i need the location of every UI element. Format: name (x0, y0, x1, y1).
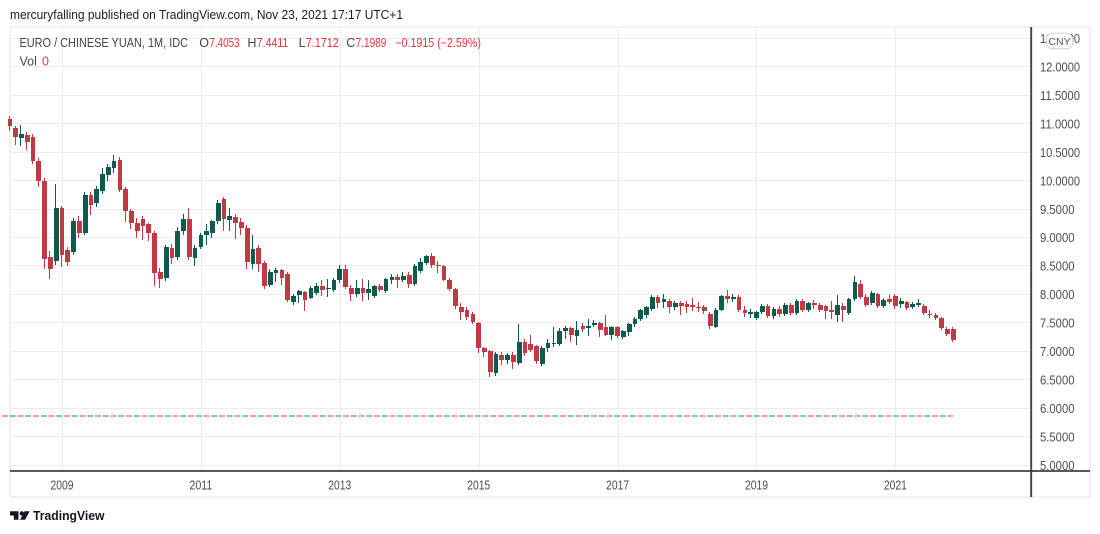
svg-text:11.5000: 11.5000 (1040, 89, 1080, 103)
svg-text:2021: 2021 (884, 479, 907, 493)
svg-text:8.0000: 8.0000 (1040, 288, 1075, 302)
svg-text:8.5000: 8.5000 (1040, 260, 1075, 274)
svg-text:5.5000: 5.5000 (1040, 430, 1075, 444)
svg-text:7.4053: 7.4053 (210, 36, 240, 50)
svg-text:2019: 2019 (745, 479, 768, 493)
svg-text:2015: 2015 (467, 479, 490, 493)
svg-text:H: H (247, 36, 256, 50)
svg-text:9.5000: 9.5000 (1040, 203, 1075, 217)
svg-text:0: 0 (42, 55, 49, 69)
svg-text:12.0000: 12.0000 (1040, 61, 1080, 75)
svg-text:10.5000: 10.5000 (1040, 146, 1080, 160)
svg-text:2013: 2013 (328, 479, 351, 493)
svg-text:−0.1915 (−2.59%): −0.1915 (−2.59%) (395, 36, 481, 50)
svg-text:7.5000: 7.5000 (1040, 317, 1075, 331)
svg-text:TradingView: TradingView (33, 509, 105, 523)
svg-text:C: C (346, 36, 355, 50)
svg-text:L: L (299, 36, 306, 50)
svg-text:6.5000: 6.5000 (1040, 373, 1075, 387)
svg-text:11.0000: 11.0000 (1040, 117, 1080, 131)
svg-text:Vol: Vol (20, 55, 37, 69)
svg-text:7.1712: 7.1712 (306, 36, 339, 50)
svg-text:7.0000: 7.0000 (1040, 345, 1075, 359)
svg-text:5.0000: 5.0000 (1040, 459, 1075, 473)
svg-text:2017: 2017 (606, 479, 629, 493)
svg-text:10.0000: 10.0000 (1040, 174, 1080, 188)
svg-text:mercuryfalling published on Tr: mercuryfalling published on TradingView.… (10, 7, 403, 22)
svg-text:EURO / CHINESE YUAN, 1M, IDC: EURO / CHINESE YUAN, 1M, IDC (20, 36, 189, 50)
svg-text:2009: 2009 (51, 479, 74, 493)
svg-text:9.0000: 9.0000 (1040, 231, 1075, 245)
svg-text:O: O (199, 36, 209, 50)
svg-text:7.1989: 7.1989 (356, 36, 387, 50)
svg-text:2011: 2011 (189, 479, 212, 493)
svg-text:CNY: CNY (1048, 36, 1070, 48)
svg-text:6.0000: 6.0000 (1040, 402, 1075, 416)
svg-text:7.4411: 7.4411 (257, 36, 289, 50)
